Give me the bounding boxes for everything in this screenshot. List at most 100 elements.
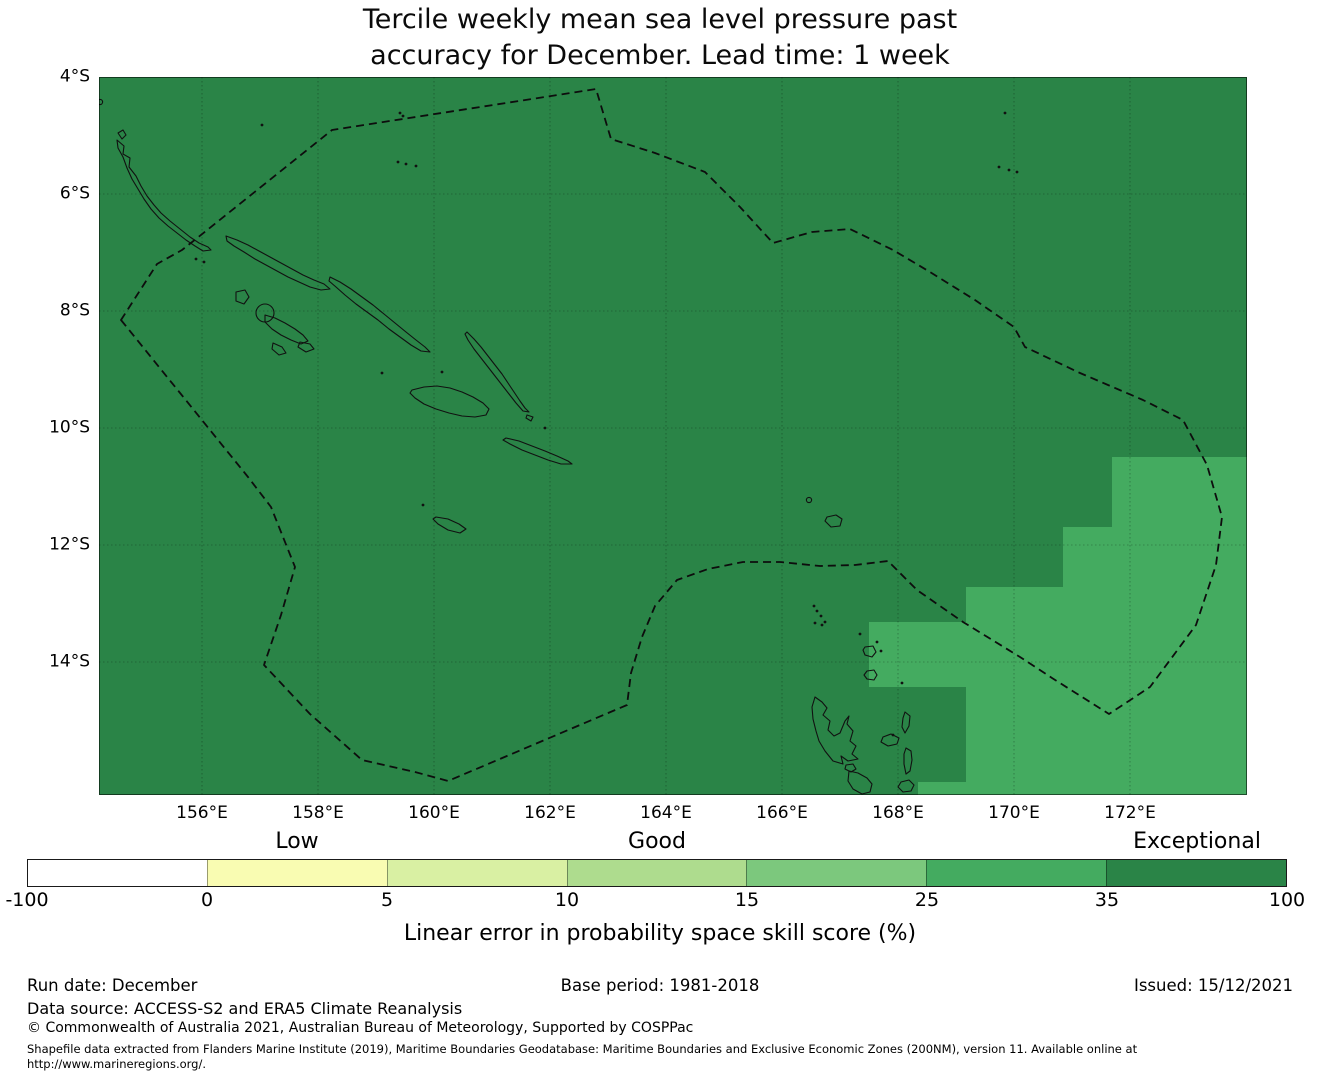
base-period-text: Base period: 1981-2018	[560, 976, 760, 995]
coastlines	[99, 98, 915, 795]
shapefile-attribution: Shapefile data extracted from Flanders M…	[27, 1042, 1287, 1072]
island-malaita	[464, 331, 530, 413]
island-rendova	[271, 342, 287, 356]
islet-dot	[858, 632, 862, 636]
lat-tick-label: 6°S	[59, 183, 90, 204]
island-reef-islands	[805, 496, 813, 504]
islet-dot	[421, 503, 425, 507]
islet-dot	[202, 260, 206, 264]
islet-dot	[900, 681, 904, 685]
islet-dot	[414, 164, 418, 168]
legend-category-exceptional: Exceptional	[1133, 829, 1261, 854]
lon-tick-label: 170°E	[988, 803, 1040, 823]
islet-dot	[1007, 168, 1011, 172]
islet-dot	[396, 160, 400, 164]
colorbar-segment	[1106, 860, 1287, 886]
figure-title-line2: accuracy for December. Lead time: 1 week	[370, 40, 950, 71]
islet-dot	[813, 621, 817, 625]
shapefile-attribution-line1: Shapefile data extracted from Flanders M…	[27, 1042, 1138, 1056]
colorbar-segment	[566, 860, 747, 886]
island-bougainville	[116, 139, 212, 252]
islet-dot	[823, 620, 827, 624]
graticule	[99, 77, 1247, 795]
islet-dot	[401, 114, 405, 118]
colorbar-tick-label: 10	[554, 889, 580, 911]
lat-tick-label: 8°S	[59, 300, 90, 321]
colorbar-tick-label: 100	[1268, 889, 1306, 911]
colorbar-segment	[386, 860, 567, 886]
figure-title: Tercile weekly mean sea level pressure p…	[0, 2, 1320, 74]
islet-dot	[1003, 111, 1007, 115]
colorbar-segment	[206, 860, 387, 886]
islet-dots	[194, 111, 1019, 737]
islet-dot	[194, 257, 198, 261]
islet-dot	[891, 733, 895, 737]
lat-tick-label: 14°S	[49, 651, 90, 672]
lon-tick-label: 172°E	[1104, 803, 1156, 823]
colorbar-segment	[926, 860, 1107, 886]
island-malakula	[847, 770, 873, 795]
map-frame	[99, 77, 1247, 795]
island-gaua	[863, 669, 878, 681]
colorbar-segment	[28, 860, 207, 886]
islet-dot	[260, 123, 264, 127]
island-vella-lavella	[235, 289, 250, 305]
colorbar-tick-label: -100	[5, 889, 49, 911]
islet-dot	[812, 604, 816, 608]
island-south-malaita	[525, 414, 534, 422]
data-source-text: Data source: ACCESS-S2 and ERA5 Climate …	[27, 999, 463, 1018]
island-nendo	[824, 514, 843, 528]
island-ambae	[880, 733, 900, 747]
islet-dot	[380, 371, 384, 375]
lat-tick-label: 4°S	[59, 66, 90, 87]
island-buka	[117, 129, 127, 140]
islet-dot	[404, 162, 408, 166]
lon-tick-label: 168°E	[872, 803, 924, 823]
map-band-25-35	[869, 457, 1247, 795]
lon-tick-label: 166°E	[756, 803, 808, 823]
island-pentecost	[903, 747, 913, 775]
islet-dot	[815, 609, 819, 613]
eez-boundary	[120, 88, 1223, 782]
island-vanua-lava	[862, 645, 877, 658]
colorbar-axis-label: Linear error in probability space skill …	[403, 921, 917, 946]
islet-dot	[875, 640, 879, 644]
figure-title-line1: Tercile weekly mean sea level pressure p…	[362, 4, 958, 35]
island-malo	[844, 763, 857, 773]
colorbar-segment	[746, 860, 927, 886]
lon-tick-label: 158°E	[292, 803, 344, 823]
islet-dot	[543, 426, 547, 430]
map-area: 4°S 6°S 8°S 10°S 12°S 14°S 156°E 158°E 160°E 162…	[49, 66, 1247, 823]
copyright-text: © Commonwealth of Australia 2021, Austra…	[27, 1020, 694, 1036]
island-espiritu-santo	[811, 696, 859, 765]
colorbar-tick-label: 0	[200, 889, 214, 911]
islet-dot	[820, 623, 824, 627]
lon-tick-label: 162°E	[524, 803, 576, 823]
colorbar-tick-label: 25	[914, 889, 940, 911]
island-santa-isabel	[328, 276, 431, 353]
islet-dot	[398, 111, 402, 115]
legend-category-low: Low	[275, 829, 319, 854]
colorbar-tick-label: 35	[1094, 889, 1120, 911]
lon-tick-label: 156°E	[176, 803, 228, 823]
shapefile-attribution-line2: http://www.marineregions.org/.	[27, 1057, 206, 1071]
colorbar-tick-label: 5	[380, 889, 394, 911]
islet-dot	[440, 370, 444, 374]
issued-date-text: Issued: 15/12/2021	[1133, 976, 1293, 995]
island-makira	[502, 437, 573, 465]
island-guadalcanal	[409, 385, 490, 418]
islet-dot	[1015, 170, 1019, 174]
lon-tick-label: 160°E	[408, 803, 460, 823]
islet-dot	[997, 165, 1001, 169]
islet-dot	[819, 614, 823, 618]
islet-dot	[879, 649, 883, 653]
island-choiseul	[225, 235, 331, 291]
lat-tick-label: 10°S	[49, 417, 90, 438]
island-maewo	[901, 711, 911, 734]
island-ambrym	[897, 779, 915, 793]
island-rennell	[432, 516, 467, 534]
colorbar	[27, 859, 1287, 887]
island-vangunu	[297, 341, 315, 353]
lat-tick-label: 12°S	[49, 534, 90, 555]
